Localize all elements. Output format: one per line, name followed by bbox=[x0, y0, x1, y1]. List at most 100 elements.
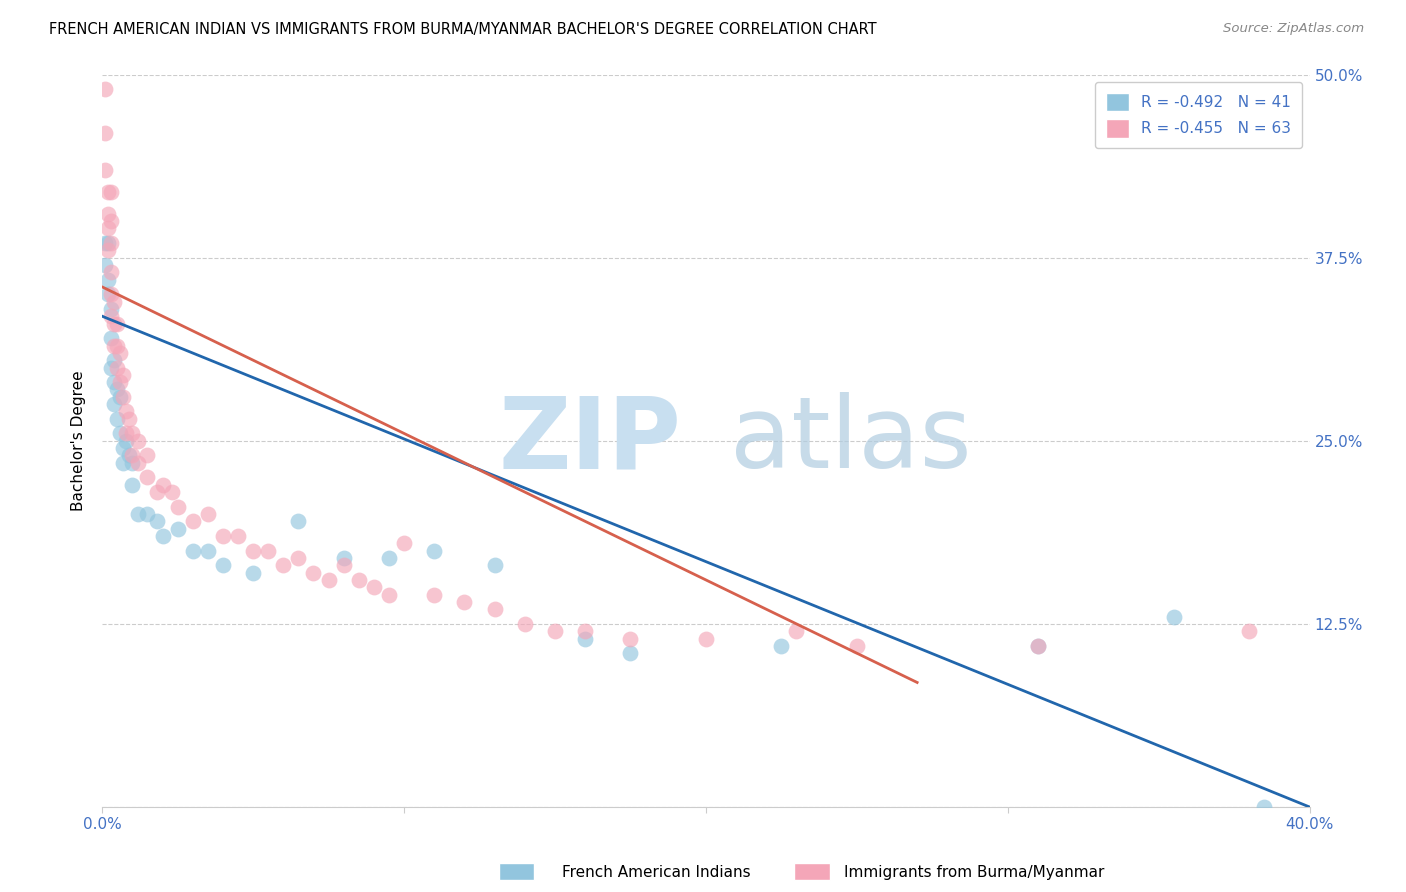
Point bbox=[103, 375, 125, 389]
Point bbox=[94, 258, 117, 272]
Point bbox=[145, 485, 167, 500]
Point bbox=[347, 573, 370, 587]
Point bbox=[127, 507, 149, 521]
Point bbox=[100, 331, 122, 345]
Point bbox=[212, 529, 235, 543]
Text: ZIP: ZIP bbox=[499, 392, 682, 489]
Point bbox=[484, 558, 506, 573]
Point bbox=[110, 426, 132, 441]
Point bbox=[110, 375, 132, 389]
Point bbox=[97, 221, 120, 235]
Point bbox=[152, 529, 174, 543]
Point bbox=[197, 507, 219, 521]
Point bbox=[770, 639, 793, 653]
Text: Immigrants from Burma/Myanmar: Immigrants from Burma/Myanmar bbox=[844, 865, 1104, 880]
Point bbox=[513, 616, 536, 631]
Point bbox=[112, 368, 135, 382]
Point bbox=[105, 317, 128, 331]
Point bbox=[94, 82, 117, 96]
Point bbox=[105, 360, 128, 375]
Point bbox=[785, 624, 807, 639]
Point bbox=[160, 485, 183, 500]
Point bbox=[574, 632, 596, 646]
Point bbox=[695, 632, 717, 646]
Point bbox=[112, 441, 135, 455]
Point bbox=[110, 346, 132, 360]
Point bbox=[97, 185, 120, 199]
Point bbox=[392, 536, 415, 550]
Point bbox=[94, 162, 117, 177]
Point bbox=[100, 310, 122, 324]
Point bbox=[226, 529, 249, 543]
Point bbox=[115, 426, 138, 441]
Point bbox=[112, 390, 135, 404]
Point bbox=[378, 588, 401, 602]
Point bbox=[318, 573, 340, 587]
Point bbox=[619, 646, 641, 660]
Point bbox=[97, 207, 120, 221]
Point bbox=[136, 507, 159, 521]
Point bbox=[121, 426, 143, 441]
Point bbox=[127, 434, 149, 448]
Legend: R = -0.492   N = 41, R = -0.455   N = 63: R = -0.492 N = 41, R = -0.455 N = 63 bbox=[1095, 82, 1302, 148]
Point bbox=[1163, 609, 1185, 624]
Point bbox=[332, 550, 354, 565]
Point bbox=[103, 317, 125, 331]
Point bbox=[103, 294, 125, 309]
Point bbox=[100, 214, 122, 228]
Text: French American Indians: French American Indians bbox=[562, 865, 751, 880]
Point bbox=[127, 456, 149, 470]
Point bbox=[105, 338, 128, 352]
Point bbox=[287, 514, 309, 528]
Point bbox=[453, 595, 475, 609]
Point bbox=[105, 411, 128, 425]
Point bbox=[484, 602, 506, 616]
Point bbox=[118, 411, 141, 425]
Point bbox=[97, 287, 120, 301]
Point bbox=[103, 353, 125, 368]
Point bbox=[619, 632, 641, 646]
Point bbox=[197, 543, 219, 558]
Point bbox=[544, 624, 567, 639]
Point bbox=[363, 580, 385, 594]
Point bbox=[1253, 800, 1275, 814]
Point bbox=[100, 265, 122, 279]
Point bbox=[136, 470, 159, 484]
Point bbox=[212, 558, 235, 573]
Text: Source: ZipAtlas.com: Source: ZipAtlas.com bbox=[1223, 22, 1364, 36]
Point bbox=[100, 185, 122, 199]
Point bbox=[121, 456, 143, 470]
Point bbox=[112, 456, 135, 470]
Point bbox=[121, 477, 143, 491]
Point bbox=[1026, 639, 1049, 653]
Point bbox=[845, 639, 868, 653]
Point bbox=[574, 624, 596, 639]
Point bbox=[181, 514, 204, 528]
Point bbox=[94, 235, 117, 250]
Point bbox=[100, 287, 122, 301]
Text: atlas: atlas bbox=[730, 392, 972, 489]
Point bbox=[103, 338, 125, 352]
Point bbox=[105, 383, 128, 397]
Point bbox=[152, 477, 174, 491]
Point bbox=[97, 244, 120, 258]
Point bbox=[100, 235, 122, 250]
Point bbox=[121, 449, 143, 463]
Point bbox=[332, 558, 354, 573]
Point bbox=[145, 514, 167, 528]
Point bbox=[378, 550, 401, 565]
Point bbox=[115, 434, 138, 448]
Text: FRENCH AMERICAN INDIAN VS IMMIGRANTS FROM BURMA/MYANMAR BACHELOR'S DEGREE CORREL: FRENCH AMERICAN INDIAN VS IMMIGRANTS FRO… bbox=[49, 22, 877, 37]
Point bbox=[423, 588, 446, 602]
Point bbox=[1026, 639, 1049, 653]
Point bbox=[94, 126, 117, 140]
Point bbox=[271, 558, 294, 573]
Point bbox=[97, 235, 120, 250]
Point bbox=[423, 543, 446, 558]
Point bbox=[242, 566, 264, 580]
Point bbox=[287, 550, 309, 565]
Point bbox=[103, 397, 125, 411]
Point bbox=[181, 543, 204, 558]
Point bbox=[110, 390, 132, 404]
Point bbox=[100, 360, 122, 375]
